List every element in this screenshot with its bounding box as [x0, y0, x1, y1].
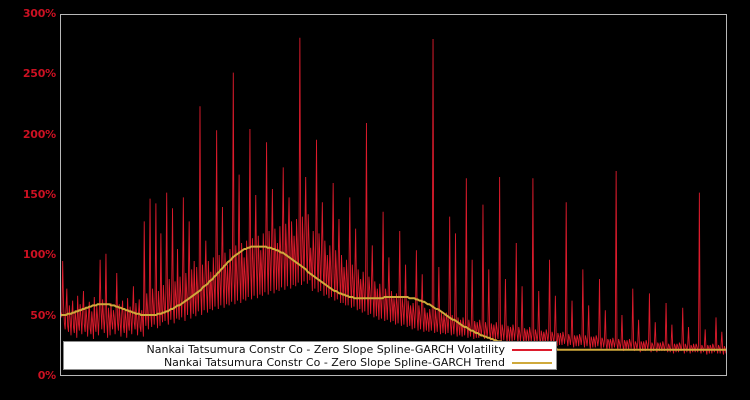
- legend-entry-trend: Nankai Tatsumura Constr Co - Zero Slope …: [64, 356, 556, 369]
- legend-label-trend: Nankai Tatsumura Constr Co - Zero Slope …: [163, 356, 505, 369]
- legend-label-volatility: Nankai Tatsumura Constr Co - Zero Slope …: [146, 343, 505, 356]
- chart-legend: Nankai Tatsumura Constr Co - Zero Slope …: [63, 341, 557, 370]
- y-axis-tick-label: 50%: [30, 308, 56, 322]
- legend-line-swatch-gold-icon: [512, 361, 552, 364]
- y-axis-tick-label: 200%: [22, 127, 56, 141]
- y-axis-tick-label: 150%: [22, 188, 56, 201]
- y-axis-tick-label: 250%: [22, 67, 56, 81]
- plot-area: [60, 14, 727, 376]
- y-axis-tick-label: 300%: [22, 7, 56, 20]
- y-axis: 0% 50% 100% 150% 200% 250% 300%: [0, 0, 56, 400]
- y-axis-tick-label: 0%: [37, 369, 56, 382]
- series-line-volatility: [61, 38, 726, 355]
- y-axis-tick-label: 100%: [22, 248, 56, 262]
- legend-line-swatch-red-icon: [512, 348, 552, 351]
- series-line-trend: [61, 247, 726, 350]
- legend-entry-volatility: Nankai Tatsumura Constr Co - Zero Slope …: [64, 343, 556, 356]
- chart-canvas: [61, 15, 726, 375]
